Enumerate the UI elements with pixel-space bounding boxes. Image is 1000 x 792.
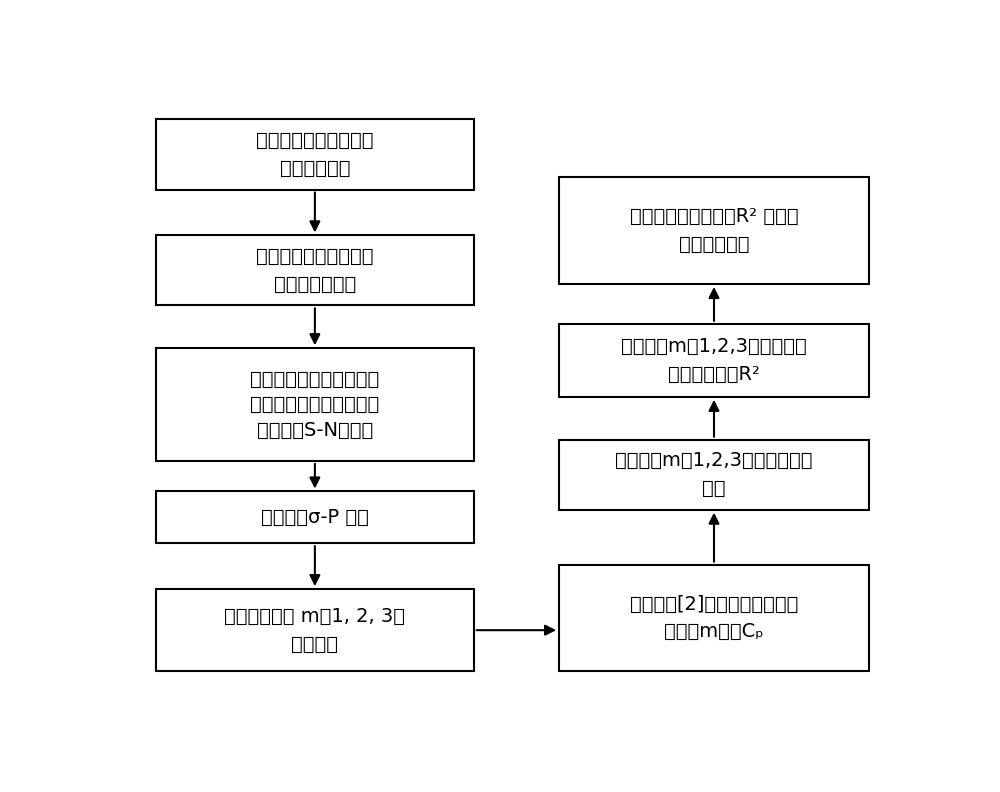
Text: 根据方程[2]和优化方法获取不: 根据方程[2]和优化方法获取不 [630,595,798,614]
Bar [559,177,869,284]
Text: 分别考虑次数 m为1, 2, 3的: 分别考虑次数 m为1, 2, 3的 [224,607,405,626]
Text: 同次数m下的Cₚ: 同次数m下的Cₚ [664,623,764,642]
Bar [559,324,869,397]
Bar [156,589,474,672]
Text: 分别得到m为1,2,3模型条件下: 分别得到m为1,2,3模型条件下 [621,337,807,356]
Bar [156,235,474,306]
Text: 机寿命的S-N数据点: 机寿命的S-N数据点 [257,421,373,440]
Text: 数据进行预处理: 数据进行预处理 [274,275,356,294]
Text: 寿命范围内，生成具有随: 寿命范围内，生成具有随 [250,395,380,414]
Text: 分别获取m为1,2,3的不同的回归: 分别获取m为1,2,3的不同的回归 [615,451,813,470]
Bar [156,120,474,189]
Text: 针对各个温度，在相同的: 针对各个温度，在相同的 [250,370,380,389]
Text: 回归方程: 回归方程 [291,634,338,653]
Bar [156,491,474,543]
Text: 对各个温度条件下试验: 对各个温度条件下试验 [256,247,374,266]
Bar [559,440,869,510]
Text: 方程: 方程 [702,479,726,498]
Text: 通过比较拟合优度值R² 获得最: 通过比较拟合优度值R² 获得最 [630,208,798,227]
Text: 优的回归方程: 优的回归方程 [679,235,749,254]
Text: 的拟合优度值R²: 的拟合优度值R² [668,365,760,384]
Bar [559,565,869,672]
Bar [156,348,474,461]
Text: 原始试验数据: 原始试验数据 [280,159,350,178]
Text: 获取一组σ-P 数据: 获取一组σ-P 数据 [261,508,369,527]
Text: 输入不同温度条件下的: 输入不同温度条件下的 [256,131,374,150]
